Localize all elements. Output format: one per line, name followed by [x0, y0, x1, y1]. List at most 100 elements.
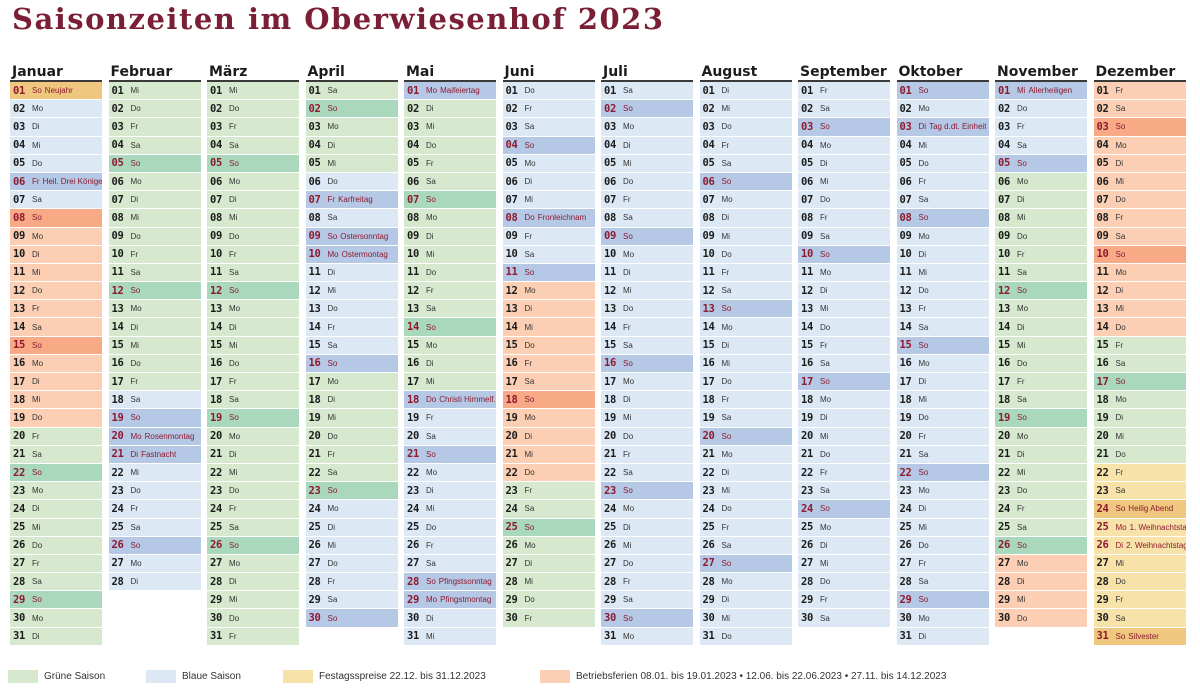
day-cell: 13 Fr	[10, 300, 102, 319]
day-cell: 09 Sa	[798, 227, 890, 246]
day-number: 10	[308, 248, 321, 261]
weekday-label: Do	[918, 286, 929, 296]
day-number: 09	[998, 230, 1011, 243]
day-cell: 07 Di	[108, 191, 201, 210]
day-number: 10	[899, 248, 912, 261]
weekday-label: Mi	[721, 104, 730, 114]
day-number: 27	[308, 557, 321, 570]
day-cell: 30 Mo	[896, 609, 989, 628]
day-number: 21	[998, 448, 1011, 461]
weekday-label: Do	[130, 104, 141, 114]
day-number: 29	[998, 593, 1011, 606]
day-number: 13	[604, 302, 617, 315]
weekday-label: Do	[426, 522, 437, 532]
day-number: 18	[13, 393, 26, 406]
day-number: 11	[899, 266, 912, 279]
day-number: 28	[505, 575, 518, 588]
weekday-label: Sa	[820, 358, 830, 368]
day-number: 12	[505, 284, 518, 297]
day-number: 04	[308, 139, 321, 152]
weekday-label: Di	[32, 377, 40, 387]
day-cell: 13 Mi	[798, 300, 890, 319]
weekday-label: Mi	[327, 413, 336, 423]
weekday-label: Fr	[1115, 213, 1124, 223]
day-number: 29	[407, 593, 420, 606]
day-number: 07	[210, 193, 223, 206]
weekday-label: Mi	[426, 631, 435, 641]
day-cell: 30 Do	[207, 609, 299, 628]
weekday-label: Mo	[721, 195, 733, 205]
day-number: 19	[998, 411, 1011, 424]
weekday-label: So	[327, 104, 338, 114]
day-number: 01	[13, 84, 26, 97]
day-cell: 16 Di	[404, 354, 496, 373]
day-number: 28	[899, 575, 912, 588]
weekday-label: Do	[524, 595, 535, 605]
year-calendar: Januar 01 So Neujahr 02 Mo 03 Di 04 Mi 05 Do 06 Fr Hei…	[10, 60, 1190, 654]
day-number: 16	[308, 357, 321, 370]
weekday-label: Sa	[1017, 140, 1027, 150]
day-cell: 30 Do	[995, 609, 1087, 628]
weekday-label: Di	[229, 449, 237, 459]
weekday-label: Di	[426, 104, 434, 114]
day-number: 15	[505, 339, 518, 352]
day-cell: 29 Mo Pfingstmontag	[404, 591, 496, 610]
weekday-label: So	[623, 486, 633, 496]
day-cell: 17 Di	[896, 373, 989, 392]
weekday-label: Do	[524, 213, 535, 223]
day-number: 21	[407, 448, 420, 461]
day-cell: 28 Di	[207, 573, 299, 592]
legend-item-company-holidays: Betriebsferien 08.01. bis 19.01.2023 • 1…	[540, 666, 946, 686]
weekday-label: So	[1017, 158, 1027, 168]
weekday-label: Di	[918, 122, 927, 132]
day-cell: 01 Sa	[305, 82, 398, 101]
day-cell: 20 Mo	[207, 427, 299, 446]
weekday-label: Fr	[229, 122, 237, 132]
legend-label: Grüne Saison	[44, 670, 106, 682]
day-number: 08	[13, 211, 26, 224]
weekday-label: Mi	[1017, 595, 1026, 605]
weekday-label: Mi	[918, 267, 927, 277]
day-cell: 02 Sa	[1093, 100, 1186, 119]
day-number: 26	[899, 539, 912, 552]
weekday-label: Di	[918, 504, 927, 514]
day-cell: 05 So	[207, 154, 299, 173]
day-number: 18	[505, 393, 518, 406]
weekday-label: Mi	[327, 158, 336, 168]
day-cell: 18 Mi	[10, 391, 102, 410]
day-cell: 21 Di	[207, 445, 299, 464]
day-number: 09	[604, 230, 617, 243]
day-cell: 27 Do	[305, 554, 398, 574]
weekday-label: Sa	[327, 86, 338, 96]
day-cell: 08 Mo	[404, 209, 496, 228]
weekday-label: So	[623, 231, 633, 241]
day-cell: 08 So	[10, 209, 102, 228]
weekday-label: Mi	[1115, 177, 1124, 187]
day-cell: 30 So	[601, 609, 693, 628]
day-cell: 05 So	[995, 154, 1087, 173]
weekday-label: Mi	[327, 286, 336, 296]
day-cell: 22 So	[896, 463, 989, 483]
day-number: 07	[308, 193, 321, 206]
day-cell: 20 Mi	[1093, 427, 1186, 446]
day-number: 12	[702, 284, 715, 297]
day-cell: 31 Di	[10, 627, 102, 646]
day-cell: 12 Do	[10, 282, 102, 301]
day-number: 18	[998, 393, 1011, 406]
day-cell: 22 Di	[699, 463, 792, 483]
day-cell: 17 Do	[699, 373, 792, 392]
day-cell: 12 Di	[798, 282, 890, 301]
weekday-label: Sa	[623, 468, 633, 478]
weekday-label: Mi	[130, 86, 139, 96]
weekday-label: So	[327, 486, 338, 496]
day-cell: 23 Do	[207, 482, 299, 501]
day-cell: 26 So	[108, 536, 201, 555]
day-cell: 31 Mo	[601, 627, 693, 646]
weekday-label: Di	[327, 267, 336, 277]
holiday-note: Pfingstsonntag	[438, 577, 492, 587]
day-cell: 18 Do Christi Himmelf.	[404, 391, 496, 410]
day-number: 29	[1096, 593, 1109, 606]
day-number: 20	[604, 430, 617, 443]
day-cell: 19 So	[108, 409, 201, 428]
weekday-label: Sa	[820, 486, 830, 496]
